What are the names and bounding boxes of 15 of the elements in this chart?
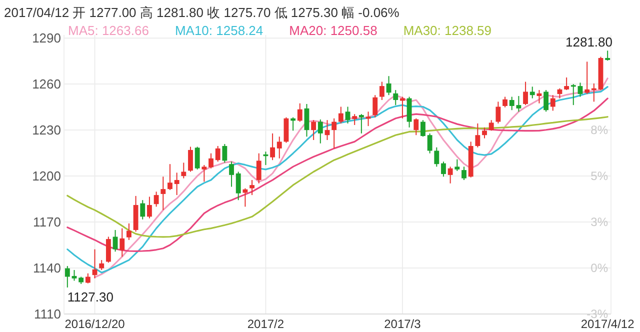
y-tick-label: 1140 (33, 260, 61, 276)
annotation: 1281.80 (566, 34, 613, 50)
y-tick-label: 1110 (34, 306, 61, 322)
x-tick-label: 2017/3 (384, 317, 422, 331)
y-tick-label: 1260 (32, 76, 61, 92)
x-tick-label: 2016/12/20 (64, 317, 126, 331)
y-tick-label: 1230 (32, 122, 61, 138)
x-tick-label: 2017/2 (247, 317, 284, 331)
annotation: 1127.30 (67, 289, 114, 304)
y-tick-label: 1290 (32, 30, 61, 46)
legend: MA5: 1263.66 MA10: 1258.24 MA20: 1250.58 MA30: 1238.59 (68, 23, 492, 38)
chart-title: 2017/04/12 开 1277.00 高 1281.80 收 1275.70 低 1275.30 幅 -0.06% (4, 5, 400, 20)
y-tick-label: 1200 (32, 168, 61, 184)
x-tick-label: 2017/4/12 (580, 317, 635, 331)
y-tick-label: 1170 (33, 214, 61, 230)
